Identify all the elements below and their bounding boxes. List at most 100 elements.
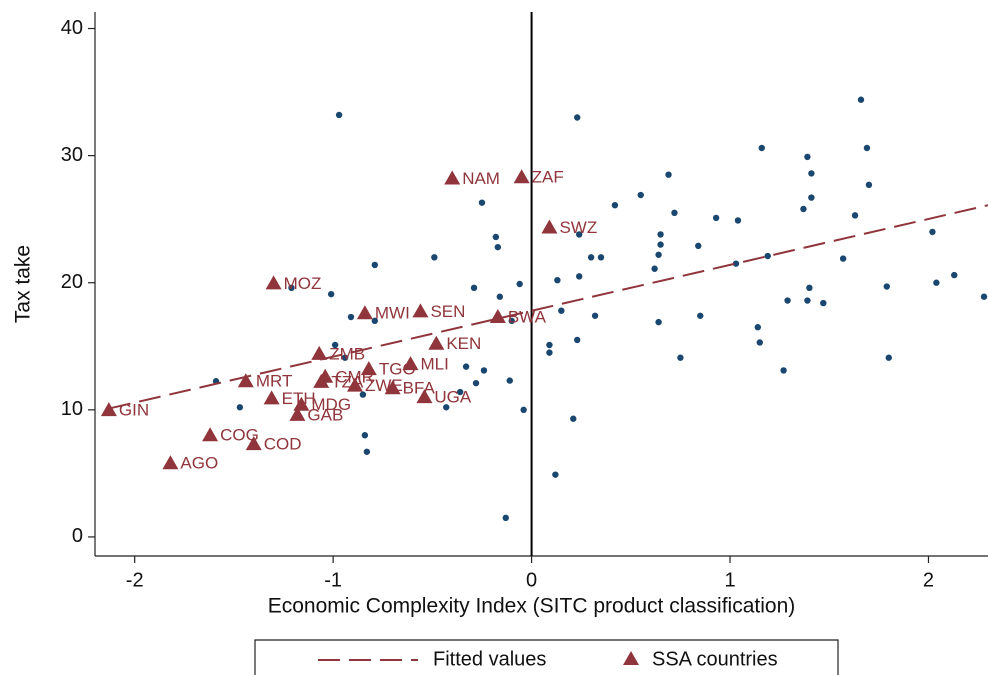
point: [611, 201, 619, 209]
point-label: KEN: [446, 334, 481, 353]
point: [677, 354, 684, 361]
x-axis-title: Economic Complexity Index (SITC product …: [268, 595, 796, 618]
point: [885, 354, 892, 361]
ssa-point: [289, 406, 306, 421]
point: [929, 228, 936, 236]
point: [780, 367, 787, 374]
point-label: MWI: [375, 304, 410, 323]
point: [754, 324, 762, 331]
point: [734, 217, 742, 224]
point: [671, 209, 678, 217]
y-tick-label: 30: [61, 144, 83, 166]
point: [236, 404, 244, 411]
point: [804, 297, 811, 304]
ssa-point: [356, 305, 373, 320]
point: [506, 377, 513, 384]
point: [496, 293, 504, 300]
point: [574, 114, 581, 121]
legend-label: SSA countries: [652, 648, 778, 670]
point: [665, 171, 672, 178]
point-label: COG: [220, 426, 259, 445]
ssa-point: [265, 275, 282, 290]
point: [839, 255, 847, 262]
point: [552, 471, 559, 478]
point-label: MOZ: [284, 274, 322, 293]
point: [863, 144, 871, 152]
point-label: AGO: [180, 454, 218, 473]
ssa-point: [162, 455, 179, 470]
ssa-point: [541, 219, 558, 234]
point: [576, 231, 583, 238]
ssa-point: [360, 361, 377, 376]
legend: Fitted values SSA countries: [254, 639, 839, 675]
point: [546, 349, 553, 356]
ssa-point: [245, 436, 262, 451]
ssa-point: [346, 377, 363, 392]
point: [655, 251, 662, 258]
point-label: SEN: [430, 302, 465, 321]
point: [335, 111, 343, 119]
point: [857, 96, 865, 103]
point: [480, 367, 488, 374]
point: [695, 242, 702, 250]
y-tick-label: 40: [61, 17, 83, 39]
point: [331, 341, 339, 349]
ssa-point: [313, 373, 330, 388]
point: [883, 283, 890, 290]
point: [574, 336, 581, 344]
ssa-point: [384, 380, 401, 395]
point: [657, 231, 664, 238]
point: [865, 181, 873, 189]
point-label: NAM: [462, 169, 500, 188]
ssa-point: [100, 402, 117, 417]
point: [502, 514, 509, 522]
x-tick-label: 0: [526, 569, 537, 591]
point: [576, 273, 583, 280]
point: [851, 212, 859, 219]
x-tick-label: -2: [126, 569, 144, 591]
ssa-point: [237, 373, 254, 388]
point: [784, 297, 791, 304]
point: [800, 205, 807, 213]
point: [756, 339, 763, 346]
point-label: MLI: [421, 355, 449, 374]
point-label: UGA: [434, 388, 472, 407]
point: [288, 284, 295, 292]
point: [431, 254, 438, 261]
ssa-point: [513, 169, 530, 184]
point: [820, 299, 827, 307]
point: [492, 233, 500, 241]
point: [980, 293, 988, 300]
point: [804, 153, 811, 161]
point-label: GIN: [119, 401, 149, 420]
point: [546, 341, 553, 349]
legend-frame: [254, 639, 839, 675]
point: [758, 144, 765, 152]
point: [587, 254, 595, 261]
ssa-point: [311, 345, 328, 360]
point: [327, 290, 335, 298]
point: [494, 243, 502, 251]
point: [472, 379, 480, 387]
point: [570, 415, 577, 422]
ssa-point: [263, 390, 280, 405]
point: [697, 312, 704, 319]
legend-label: Fitted values: [433, 648, 546, 670]
point: [732, 260, 740, 267]
y-axis-title: Tax take: [12, 245, 35, 323]
point: [712, 214, 720, 222]
point: [558, 307, 565, 314]
point: [371, 317, 379, 325]
point: [657, 241, 664, 248]
point: [361, 432, 369, 439]
point: [359, 391, 367, 398]
point: [516, 280, 523, 288]
point: [655, 318, 662, 326]
point: [637, 191, 644, 199]
ssa-point: [202, 427, 219, 442]
point-label: ETH: [282, 389, 316, 408]
point: [808, 194, 815, 201]
point-label: GAB: [307, 405, 343, 424]
point: [341, 354, 349, 361]
point-label: ZMB: [329, 344, 365, 363]
